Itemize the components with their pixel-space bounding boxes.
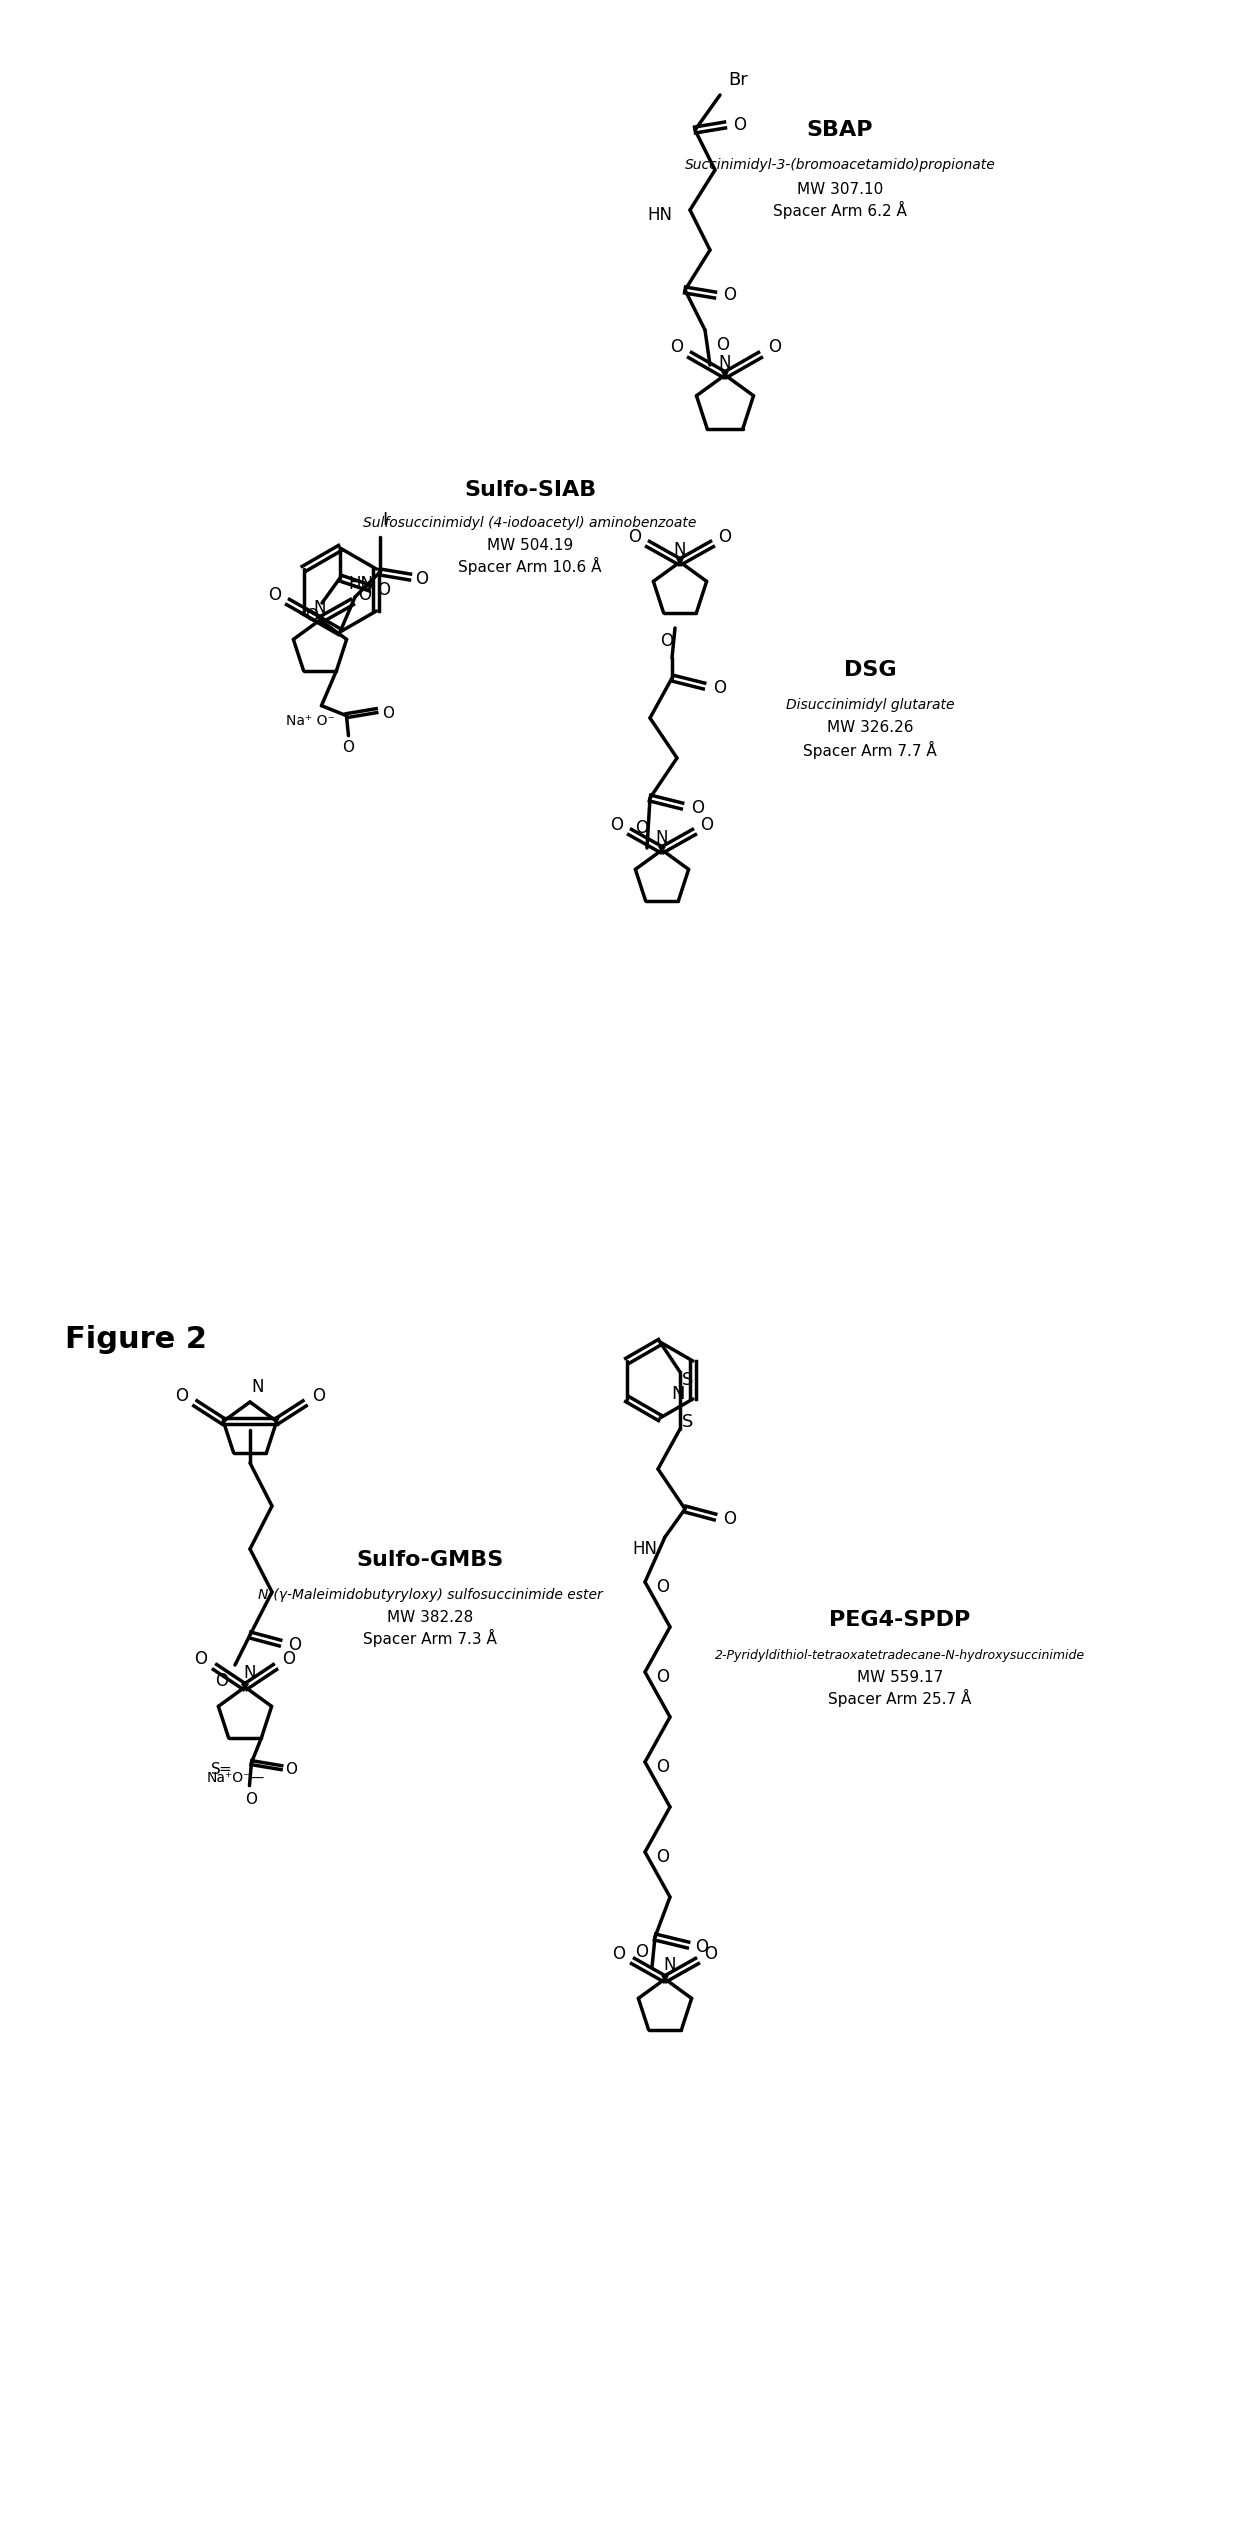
Text: O: O	[215, 1671, 228, 1689]
Text: O: O	[377, 582, 391, 599]
Text: Figure 2: Figure 2	[64, 1326, 207, 1354]
Text: O: O	[610, 815, 624, 833]
Text: O: O	[661, 632, 673, 650]
Text: O: O	[656, 1758, 670, 1775]
Text: DSG: DSG	[843, 660, 897, 681]
Text: O: O	[246, 1793, 258, 1806]
Text: O: O	[358, 587, 372, 605]
Text: O: O	[269, 587, 281, 605]
Text: MW 326.26: MW 326.26	[827, 721, 913, 737]
Text: O: O	[656, 1849, 670, 1867]
Text: N: N	[314, 599, 326, 617]
Text: N: N	[671, 1384, 684, 1402]
Text: O: O	[723, 1509, 737, 1529]
Text: N: N	[252, 1379, 264, 1397]
Text: Br: Br	[728, 71, 748, 89]
Text: O: O	[656, 1577, 670, 1595]
Text: N: N	[663, 1956, 676, 1974]
Text: Spacer Arm 25.7 Å: Spacer Arm 25.7 Å	[828, 1689, 972, 1707]
Text: O: O	[701, 815, 713, 833]
Text: MW 504.19: MW 504.19	[487, 538, 573, 554]
Text: 2-Pyridyldithiol-tetraoxatetradecane-N-hydroxysuccinimide: 2-Pyridyldithiol-tetraoxatetradecane-N-h…	[715, 1648, 1085, 1661]
Text: O: O	[713, 678, 727, 696]
Text: HN: HN	[647, 206, 672, 224]
Text: S: S	[682, 1412, 693, 1430]
Text: O: O	[175, 1387, 188, 1405]
Text: O: O	[717, 335, 729, 353]
Text: PEG4-SPDP: PEG4-SPDP	[830, 1610, 971, 1631]
Text: HN: HN	[632, 1539, 657, 1557]
Text: Sulfo-SIAB: Sulfo-SIAB	[464, 480, 596, 500]
Text: O: O	[671, 338, 683, 356]
Text: Na⁺ O⁻: Na⁺ O⁻	[286, 714, 335, 726]
Text: MW 559.17: MW 559.17	[857, 1671, 944, 1687]
Text: O: O	[696, 1938, 708, 1956]
Text: Na⁺O⁻—: Na⁺O⁻—	[206, 1770, 264, 1786]
Text: O: O	[285, 1763, 298, 1778]
Text: O: O	[289, 1636, 301, 1654]
Text: O: O	[718, 528, 732, 546]
Text: O: O	[342, 739, 355, 754]
Text: MW 382.28: MW 382.28	[387, 1610, 474, 1626]
Text: Spacer Arm 10.6 Å: Spacer Arm 10.6 Å	[459, 556, 601, 574]
Text: Spacer Arm 7.3 Å: Spacer Arm 7.3 Å	[363, 1628, 497, 1646]
Text: MW 307.10: MW 307.10	[797, 183, 883, 198]
Text: Disuccinimidyl glutarate: Disuccinimidyl glutarate	[786, 698, 955, 711]
Text: Spacer Arm 6.2 Å: Spacer Arm 6.2 Å	[773, 201, 906, 218]
Text: N: N	[656, 828, 668, 846]
Text: O: O	[734, 117, 746, 135]
Text: S: S	[682, 1372, 693, 1389]
Text: SBAP: SBAP	[807, 119, 873, 140]
Text: O: O	[704, 1946, 718, 1963]
Text: Sulfosuccinimidyl (4-iodoacetyl) aminobenzoate: Sulfosuccinimidyl (4-iodoacetyl) aminobe…	[363, 516, 697, 531]
Text: O: O	[195, 1651, 207, 1669]
Text: O: O	[769, 338, 781, 356]
Text: O: O	[723, 287, 737, 305]
Text: O: O	[305, 607, 319, 625]
Text: N: N	[244, 1664, 257, 1681]
Text: Spacer Arm 7.7 Å: Spacer Arm 7.7 Å	[804, 742, 937, 759]
Text: Succinimidyl-3-(bromoacetamido)propionate: Succinimidyl-3-(bromoacetamido)propionat…	[684, 157, 996, 173]
Text: O: O	[613, 1946, 625, 1963]
Text: O: O	[656, 1669, 670, 1687]
Text: O: O	[415, 569, 429, 587]
Text: O: O	[692, 800, 704, 818]
Text: N: N	[673, 541, 686, 559]
Text: HN: HN	[348, 574, 373, 592]
Text: O: O	[312, 1387, 325, 1405]
Text: N: N	[719, 353, 732, 371]
Text: Sulfo-GMBS: Sulfo-GMBS	[356, 1549, 503, 1570]
Text: O: O	[635, 818, 649, 838]
Text: O: O	[635, 1943, 649, 1961]
Text: O: O	[629, 528, 641, 546]
Text: O: O	[283, 1651, 295, 1669]
Text: S═: S═	[211, 1763, 229, 1778]
Text: N-(γ-Maleimidobutyryloxy) sulfosuccinimide ester: N-(γ-Maleimidobutyryloxy) sulfosuccinimi…	[258, 1588, 603, 1603]
Text: O: O	[382, 706, 394, 721]
Text: I: I	[382, 511, 388, 528]
